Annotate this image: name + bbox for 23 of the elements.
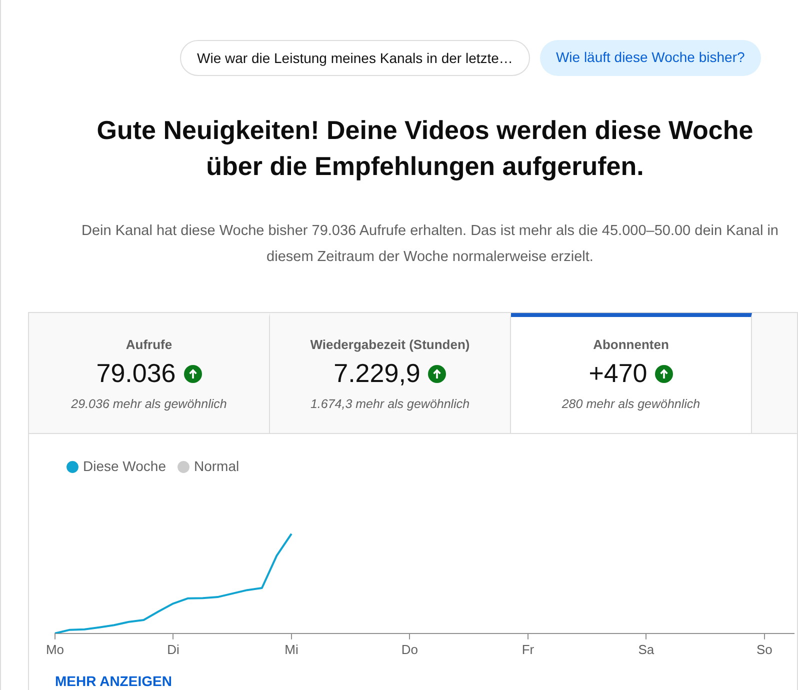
text: Wiedergabezeit (Stunden) bbox=[309, 337, 471, 352]
x-tick-label: Sa bbox=[638, 642, 655, 657]
text: MEHR ANZEIGEN bbox=[55, 673, 173, 689]
x-tick-label: Fr bbox=[522, 642, 535, 657]
text: +470 bbox=[588, 358, 648, 389]
text: Wie läuft diese Woche bisher? bbox=[540, 40, 761, 76]
x-tick-label: Mo bbox=[46, 642, 64, 657]
text: Wie war die Leistung meines Kanals in der letzte… bbox=[180, 40, 530, 76]
text: 280 mehr als gewöhnlich bbox=[560, 397, 702, 411]
x-tick-label: Mi bbox=[284, 642, 298, 657]
text: 79.036 bbox=[95, 358, 177, 389]
text: Abonnenten bbox=[592, 337, 670, 352]
x-tick-label: Do bbox=[401, 642, 418, 657]
x-tick-label: Di bbox=[167, 642, 180, 657]
text: 1.674,3 mehr als gewöhnlich bbox=[309, 397, 471, 411]
text: 7.229,9 bbox=[332, 358, 422, 389]
legend-label: Diese Woche bbox=[83, 458, 166, 474]
chart-subtitle: Dein Kanal hat diese Woche bisher 79.036 Aufrufe erhalten. Das ist mehr als die 45.000–50.00 dein Kanal in diesem Zeitraum der Woche normalerweise erzielt. bbox=[80, 222, 780, 267]
x-tick-label: So bbox=[756, 642, 772, 657]
text: 29.036 mehr als gewöhnlich bbox=[70, 397, 228, 411]
legend-label: Normal bbox=[194, 458, 240, 474]
chart-title: Gute Neuigkeiten! Deine Videos werden diese Woche über die Empfehlungen aufgerufen. bbox=[96, 114, 754, 183]
text: Aufrufe bbox=[124, 337, 174, 352]
